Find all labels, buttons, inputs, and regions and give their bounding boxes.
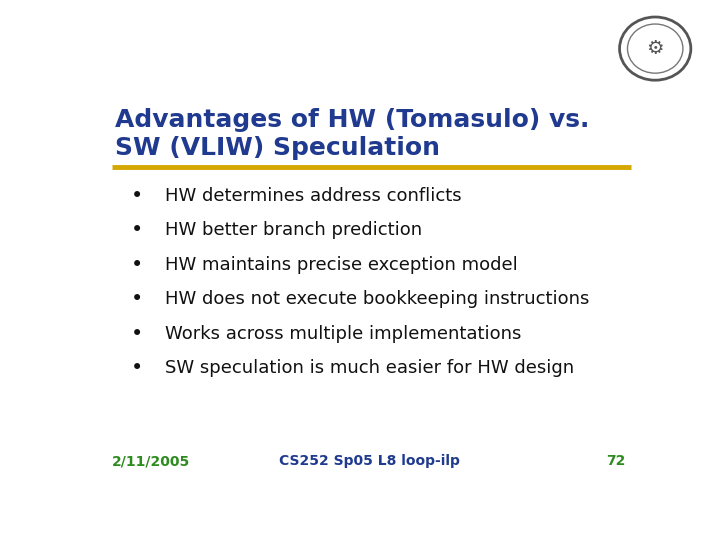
- Text: SW speculation is much easier for HW design: SW speculation is much easier for HW des…: [166, 359, 575, 377]
- Text: HW determines address conflicts: HW determines address conflicts: [166, 187, 462, 205]
- Text: Advantages of HW (Tomasulo) vs.: Advantages of HW (Tomasulo) vs.: [115, 109, 590, 132]
- Text: 2/11/2005: 2/11/2005: [112, 454, 191, 468]
- Text: CS252 Sp05 L8 loop-ilp: CS252 Sp05 L8 loop-ilp: [279, 454, 459, 468]
- Text: •: •: [131, 289, 143, 309]
- Text: Works across multiple implementations: Works across multiple implementations: [166, 325, 522, 343]
- Text: ⚙: ⚙: [647, 39, 664, 58]
- Text: HW maintains precise exception model: HW maintains precise exception model: [166, 256, 518, 274]
- Text: 72: 72: [606, 454, 626, 468]
- Text: •: •: [131, 220, 143, 240]
- Text: SW (VLIW) Speculation: SW (VLIW) Speculation: [115, 136, 440, 160]
- Text: •: •: [131, 324, 143, 344]
- Text: •: •: [131, 359, 143, 379]
- Text: •: •: [131, 255, 143, 275]
- Text: HW does not execute bookkeeping instructions: HW does not execute bookkeeping instruct…: [166, 291, 590, 308]
- Text: HW better branch prediction: HW better branch prediction: [166, 221, 423, 239]
- Text: •: •: [131, 186, 143, 206]
